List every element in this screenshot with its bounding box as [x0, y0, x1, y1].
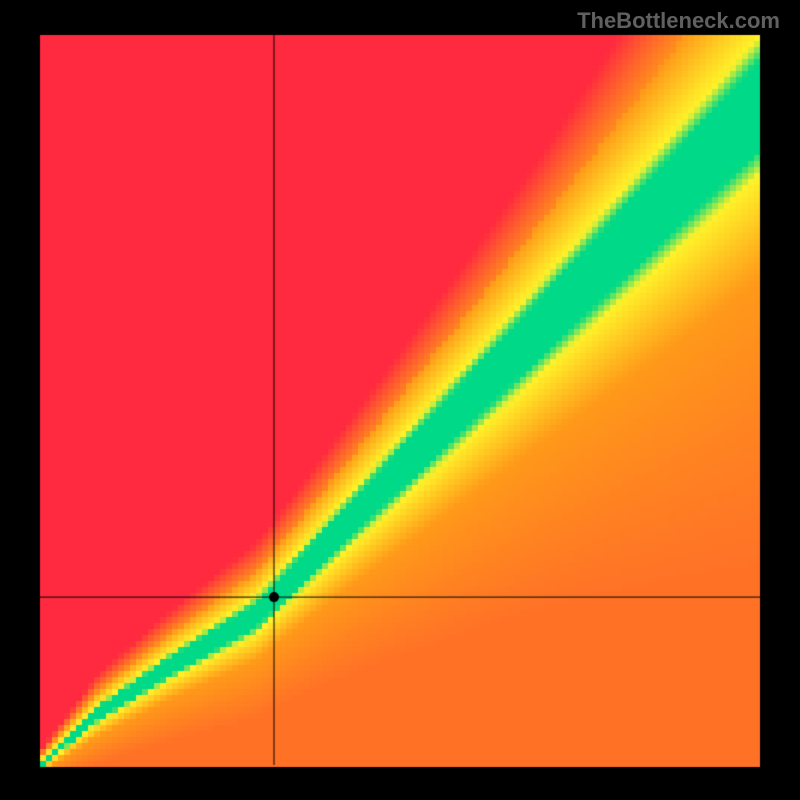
chart-container: TheBottleneck.com — [0, 0, 800, 800]
heatmap-canvas — [0, 0, 800, 800]
watermark-text: TheBottleneck.com — [577, 8, 780, 34]
